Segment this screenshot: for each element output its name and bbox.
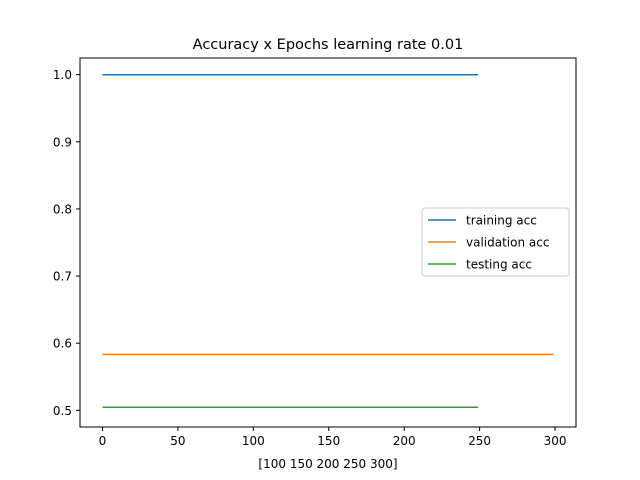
- x-tick-label: 100: [242, 434, 265, 448]
- x-tick-label: 0: [99, 434, 107, 448]
- x-axis-ticks: 0 50 100 150 200 250 300: [99, 427, 567, 448]
- y-tick-label: 0.9: [53, 135, 72, 149]
- series-layer: [102, 73, 554, 409]
- chart-title: Accuracy x Epochs learning rate 0.01: [193, 37, 464, 53]
- plot-frame: [79, 57, 577, 428]
- x-tick-label: 250: [468, 434, 491, 448]
- legend-label: validation acc: [466, 236, 549, 250]
- y-tick-label: 0.7: [53, 270, 72, 284]
- x-tick-label: 200: [393, 434, 416, 448]
- legend-label: training acc: [466, 214, 537, 228]
- legend-box: [421, 207, 570, 277]
- y-tick-label: 0.5: [53, 404, 72, 418]
- x-axis-label: [100 150 200 250 300]: [258, 457, 397, 471]
- y-tick-label: 0.8: [53, 202, 72, 216]
- y-tick-label: 0.6: [53, 337, 72, 351]
- legend-label: testing acc: [466, 258, 532, 272]
- x-tick-label: 50: [170, 434, 185, 448]
- x-tick-label: 300: [544, 434, 567, 448]
- legend: training acc validation acc testing acc: [421, 207, 570, 277]
- y-tick-label: 1.0: [53, 68, 72, 82]
- y-axis-ticks: 0.5 0.6 0.7 0.8 0.9 1.0: [53, 68, 80, 418]
- x-tick-label: 150: [317, 434, 340, 448]
